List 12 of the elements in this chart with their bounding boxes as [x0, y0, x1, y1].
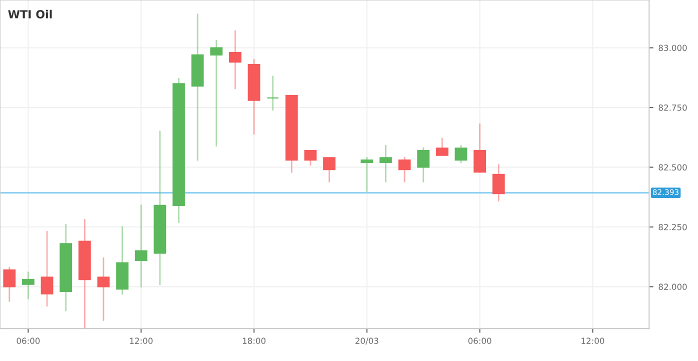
- x-tick-label: 12:00: [130, 338, 153, 344]
- y-tick-label: 82.750: [658, 104, 687, 111]
- x-tick-label: 06:00: [16, 338, 40, 344]
- y-tick-label: 82.500: [658, 164, 687, 171]
- x-tick-label: 20/03: [356, 338, 378, 345]
- x-tick-label: 12:00: [582, 338, 604, 344]
- x-tick-label: 06:00: [468, 338, 492, 344]
- y-tick-label: 82.000: [658, 284, 687, 290]
- text: WTI Oil: [8, 10, 52, 18]
- x-tick-label: 18:00: [242, 338, 266, 344]
- y-tick-label: 83.000: [658, 44, 687, 52]
- y-tick-label: 82.250: [658, 224, 687, 230]
